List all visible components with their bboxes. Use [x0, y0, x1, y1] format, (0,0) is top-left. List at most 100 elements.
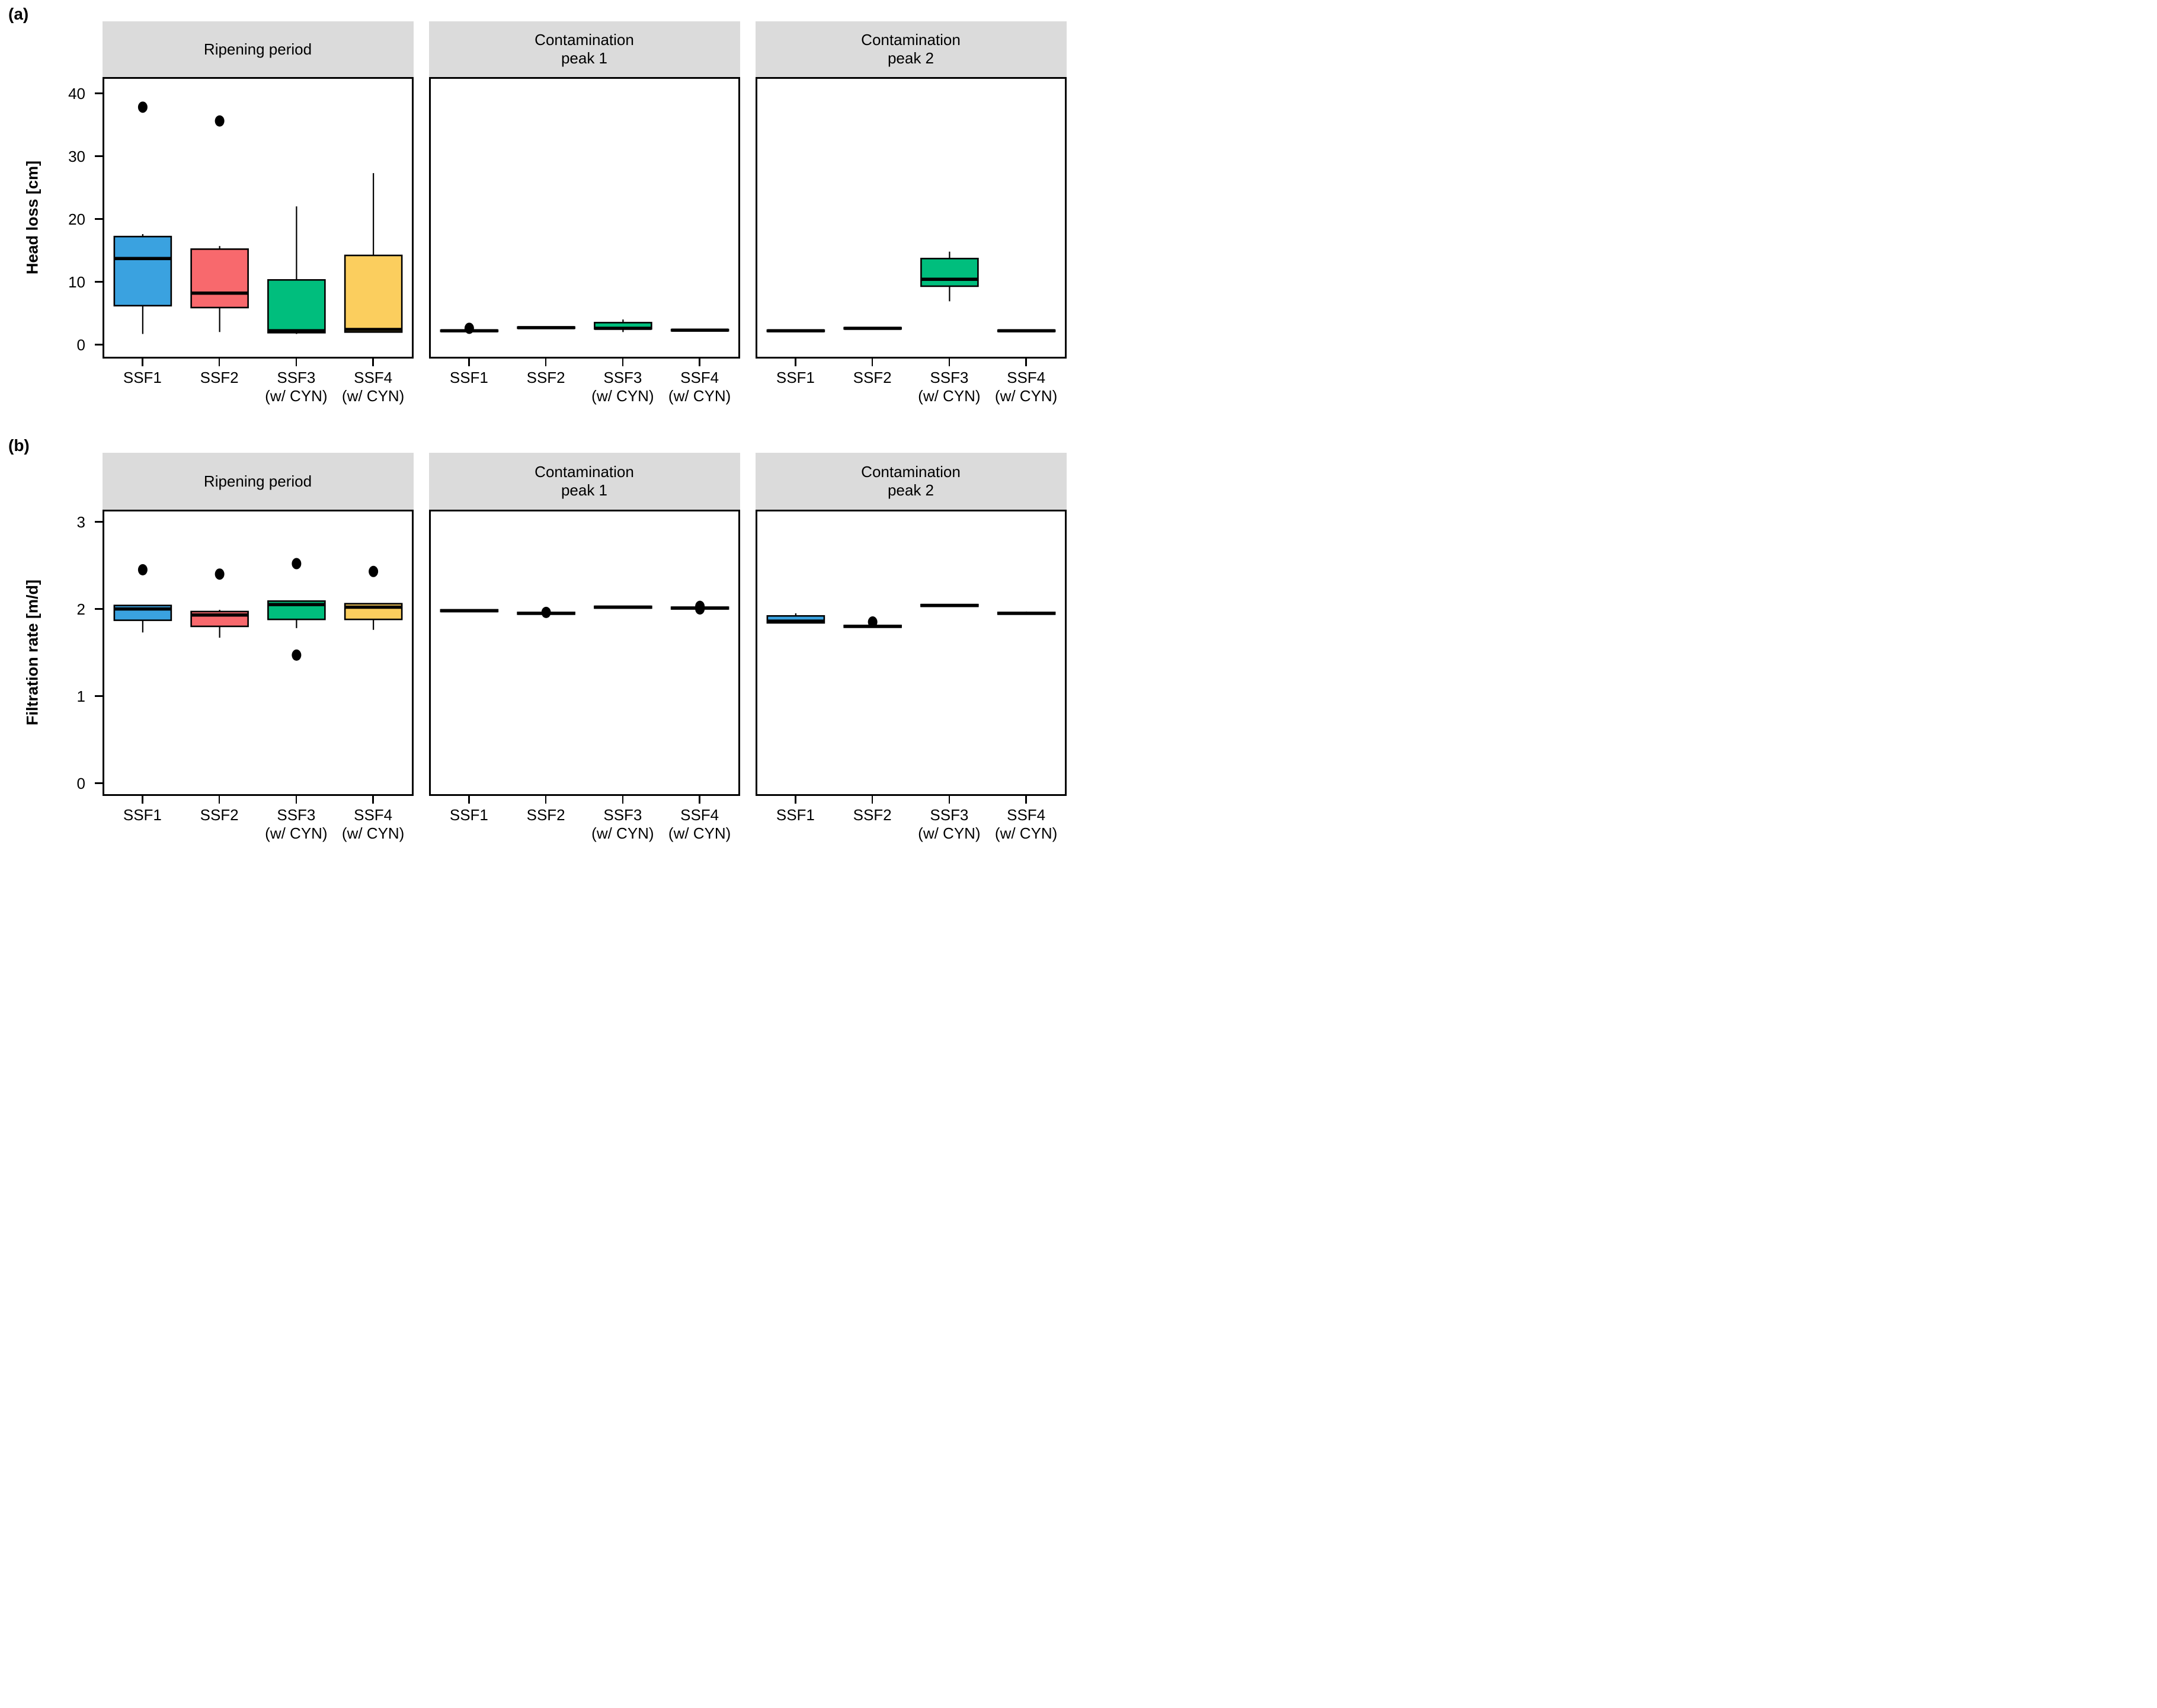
row-label-a: (a)	[8, 5, 29, 23]
x-category-label: SSF3 (w/ CYN)	[246, 369, 347, 405]
x-tick-mark	[1025, 359, 1027, 366]
box-group-SSF3	[920, 251, 979, 302]
x-category-label: SSF2	[495, 806, 596, 824]
x-category-label: SSF1	[418, 369, 519, 387]
x-category-label-line: (w/ CYN)	[668, 824, 731, 842]
y-tick-label: 20	[68, 210, 85, 228]
row-label-b: (b)	[8, 436, 30, 455]
x-category-label-line: SSF3	[930, 369, 969, 386]
box-group-SSF4	[670, 600, 729, 615]
panel-canvas	[113, 558, 402, 661]
x-category-label: SSF1	[418, 806, 519, 824]
boxplot-figure: (a) (b) Head loss [cm] Filtration rate […	[0, 0, 1078, 854]
x-tick-mark	[142, 796, 143, 804]
x-tick-mark	[218, 796, 220, 804]
box-group-SSF1	[113, 101, 172, 334]
box	[267, 279, 326, 334]
y-tick-mark	[94, 92, 103, 94]
x-category-label: SSF2	[169, 369, 270, 387]
box-group-SSF2	[516, 326, 575, 330]
x-category-label: SSF2	[822, 369, 923, 387]
box-group-SSF4	[670, 328, 729, 332]
y-tick-label: 0	[76, 335, 85, 354]
x-category-label-line: SSF2	[200, 806, 239, 824]
x-category-label-line: SSF1	[776, 369, 815, 386]
x-category-label: SSF4 (w/ CYN)	[976, 369, 1077, 405]
box-group-SSF2	[516, 606, 575, 618]
x-category-label: SSF1	[92, 806, 193, 824]
plot-panel	[428, 510, 740, 796]
y-tick-label: 40	[68, 84, 85, 103]
x-category-label-line: (w/ CYN)	[918, 824, 981, 842]
x-tick-mark	[795, 796, 796, 804]
plot-panel	[755, 510, 1067, 796]
y-tick-label: 2	[76, 600, 85, 618]
box-group-SSF3	[920, 603, 979, 607]
x-category-label-line: SSF2	[526, 806, 565, 824]
x-category-label: SSF1	[745, 806, 846, 824]
box-group-SSF4	[997, 611, 1055, 615]
box	[113, 235, 172, 307]
x-category-label: SSF3 (w/ CYN)	[899, 369, 1000, 405]
y-tick-mark	[94, 608, 103, 610]
x-category-label: SSF2	[169, 806, 270, 824]
panel-canvas	[766, 251, 1055, 332]
x-category-label-line: SSF2	[853, 806, 892, 824]
x-category-label-line: (w/ CYN)	[341, 387, 405, 405]
x-category-label: SSF1	[92, 369, 193, 387]
outlier-point	[695, 600, 705, 612]
x-category-label-line: SSF4	[1007, 806, 1046, 824]
x-category-label-line: SSF2	[853, 369, 892, 386]
x-tick-mark	[622, 359, 624, 366]
panel-canvas	[766, 603, 1055, 628]
x-category-label-line: (w/ CYN)	[668, 387, 731, 405]
x-category-label: SSF4 (w/ CYN)	[649, 806, 750, 843]
box-group-SSF4	[997, 329, 1055, 332]
x-tick-mark	[795, 359, 796, 366]
outlier-point	[215, 568, 225, 580]
strip-title: Contamination	[861, 31, 961, 49]
x-category-label: SSF4 (w/ CYN)	[976, 806, 1077, 843]
x-category-label: SSF2	[822, 806, 923, 824]
x-tick-mark	[468, 359, 470, 366]
strip-title: Contamination	[861, 463, 961, 481]
outlier-point	[291, 649, 301, 661]
x-category-label-line: (w/ CYN)	[994, 387, 1058, 405]
strip-title: peak 1	[561, 49, 608, 67]
strip-title: peak 1	[561, 481, 608, 499]
y-tick-mark	[94, 344, 103, 346]
x-category-label-line: (w/ CYN)	[341, 824, 405, 842]
facet-strip: Ripening period	[102, 21, 414, 77]
y-tick-mark	[94, 782, 103, 784]
box-group-SSF3	[593, 319, 652, 332]
y-tick-mark	[94, 155, 103, 157]
x-tick-mark	[295, 796, 297, 804]
panel-canvas	[113, 101, 402, 334]
facet-strip: Contamination peak 1	[428, 21, 740, 77]
x-category-label: SSF3 (w/ CYN)	[246, 806, 347, 843]
x-category-label-line: (w/ CYN)	[994, 824, 1058, 842]
x-tick-mark	[699, 796, 700, 804]
x-category-label: SSF4 (w/ CYN)	[649, 369, 750, 405]
y-tick-label: 1	[76, 687, 85, 705]
x-tick-mark	[545, 796, 547, 804]
box-group-SSF2	[190, 115, 249, 332]
x-category-label-line: SSF1	[449, 369, 488, 386]
x-tick-mark	[218, 359, 220, 366]
x-category-label-line: SSF2	[526, 369, 565, 386]
facet-strip: Ripening period	[102, 453, 414, 510]
strip-title: peak 2	[887, 481, 935, 499]
panel-canvas	[440, 600, 729, 618]
box	[766, 615, 825, 624]
x-category-label-line: (w/ CYN)	[591, 824, 654, 842]
box-group-SSF2	[843, 616, 902, 628]
y-tick-label: 3	[76, 513, 85, 531]
box-group-SSF4	[344, 565, 402, 630]
outlier-point	[137, 101, 148, 113]
x-tick-mark	[372, 359, 374, 366]
box-group-SSF1	[440, 609, 498, 613]
facet-strip: Contamination peak 2	[755, 21, 1067, 77]
x-category-label-line: SSF4	[354, 369, 393, 386]
box-group-SSF1	[440, 322, 498, 334]
x-tick-mark	[948, 359, 951, 366]
